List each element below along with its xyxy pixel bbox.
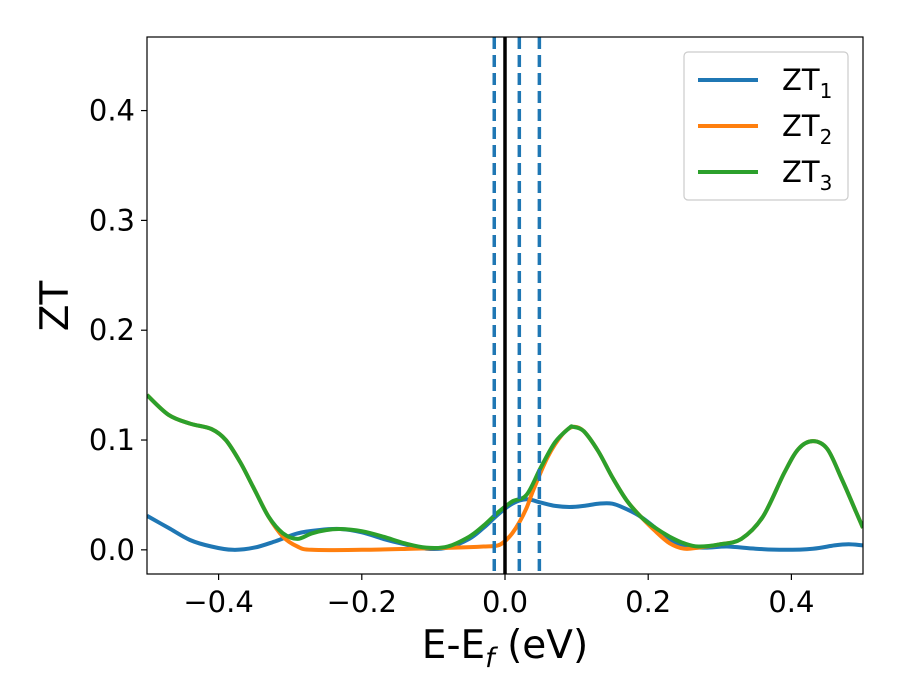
x-axis-label-unit: (eV) [495,623,589,668]
x-axis-label: E-Ef (eV) [422,623,588,674]
legend-label-zt3: ZT3 [782,155,832,195]
y-tick-label: 0.4 [89,94,135,128]
y-tick-label: 0.2 [89,313,135,347]
reference-lines [492,37,542,574]
y-tick-label: 0.0 [89,533,135,567]
x-tick-label: −0.2 [327,585,397,619]
x-tick-label: 0.0 [482,585,528,619]
series-layer [147,393,863,553]
legend-label-zt1: ZT1 [782,63,832,103]
y-tick-label: 0.1 [89,423,135,457]
legend: ZT1 ZT2 ZT3 [683,51,849,201]
x-tick-label: −0.4 [183,585,253,619]
x-tick-label: 0.2 [625,585,671,619]
y-tick-label: 0.3 [89,203,135,237]
x-tick-label: 0.4 [768,585,814,619]
legend-box [683,51,849,201]
y-axis-label: ZT [33,281,78,332]
legend-label-zt2: ZT2 [782,109,832,149]
series-line-zt3 [147,393,863,551]
series-line-zt1 [147,497,863,552]
x-axis-label-main: E-E [422,623,485,668]
y-axis-ticks: 0.0 0.1 0.2 0.3 0.4 [89,94,147,567]
x-axis-ticks: −0.4 −0.2 0.0 0.2 0.4 [183,574,814,619]
